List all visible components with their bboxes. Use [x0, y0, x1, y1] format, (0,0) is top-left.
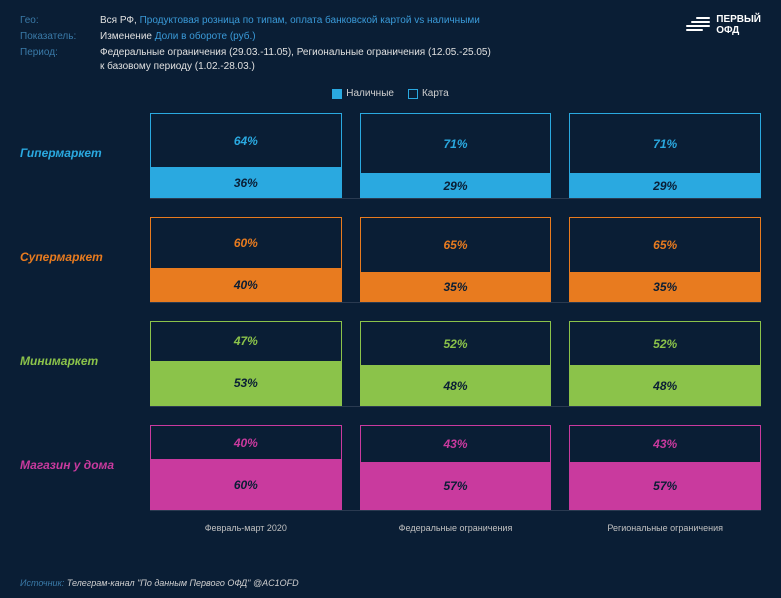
seg-card: 65%	[360, 217, 552, 272]
bar-col: 40%60%	[150, 419, 342, 510]
geo-label: Гео:	[20, 14, 100, 28]
seg-cash: 29%	[569, 173, 761, 198]
indicator-label: Показатель:	[20, 30, 100, 44]
row-label: Супермаркет	[20, 211, 150, 303]
logo: ПЕРВЫЙОФД	[686, 14, 761, 76]
seg-cash: 35%	[360, 272, 552, 302]
chart-area: Гипермаркет64%36%71%29%71%29%Супермаркет…	[0, 107, 781, 533]
swatch-filled	[332, 89, 342, 99]
row-bars: 64%36%71%29%71%29%	[150, 107, 761, 199]
seg-card: 71%	[360, 113, 552, 173]
bar-col: 71%29%	[569, 107, 761, 198]
bar-col: 43%57%	[569, 419, 761, 510]
row-bars: 40%60%43%57%43%57%	[150, 419, 761, 511]
x-axis-label: Региональные ограничения	[569, 523, 761, 533]
seg-cash: 35%	[569, 272, 761, 302]
legend-cash: Наличные	[332, 88, 394, 99]
row-label: Минимаркет	[20, 315, 150, 407]
seg-card: 47%	[150, 321, 342, 361]
row-label: Гипермаркет	[20, 107, 150, 199]
seg-cash: 29%	[360, 173, 552, 198]
row-bars: 47%53%52%48%52%48%	[150, 315, 761, 407]
period-value: Федеральные ограничения (29.03.-11.05), …	[100, 46, 491, 74]
header: Гео: Вся РФ, Продуктовая розница по типа…	[0, 0, 781, 84]
seg-card: 43%	[360, 425, 552, 462]
bar-col: 65%35%	[360, 211, 552, 302]
bar-col: 47%53%	[150, 315, 342, 406]
seg-cash: 40%	[150, 268, 342, 302]
seg-card: 52%	[569, 321, 761, 365]
seg-card: 43%	[569, 425, 761, 462]
x-axis: Февраль-март 2020 Федеральные ограничения…	[150, 523, 761, 533]
legend-card: Карта	[408, 88, 449, 99]
swatch-hollow	[408, 89, 418, 99]
logo-icon	[686, 14, 710, 34]
seg-card: 60%	[150, 217, 342, 268]
source-text: Телеграм-канал "По данным Первого ОФД" @…	[67, 578, 299, 588]
bar-col: 71%29%	[360, 107, 552, 198]
seg-cash: 60%	[150, 459, 342, 510]
seg-cash: 36%	[150, 167, 342, 198]
seg-card: 64%	[150, 113, 342, 167]
footer: Источник: Телеграм-канал "По данным Перв…	[20, 578, 299, 588]
seg-card: 71%	[569, 113, 761, 173]
bar-col: 43%57%	[360, 419, 552, 510]
row-label: Магазин у дома	[20, 419, 150, 511]
bar-col: 60%40%	[150, 211, 342, 302]
seg-cash: 53%	[150, 361, 342, 406]
seg-card: 40%	[150, 425, 342, 459]
logo-text: ПЕРВЫЙОФД	[716, 14, 761, 36]
seg-cash: 48%	[360, 365, 552, 406]
seg-cash: 57%	[569, 462, 761, 510]
bar-col: 52%48%	[569, 315, 761, 406]
row-bars: 60%40%65%35%65%35%	[150, 211, 761, 303]
x-axis-label: Федеральные ограничения	[360, 523, 552, 533]
legend: Наличные Карта	[0, 88, 781, 99]
geo-value: Вся РФ, Продуктовая розница по типам, оп…	[100, 14, 480, 28]
seg-cash: 57%	[360, 462, 552, 510]
chart-row: Минимаркет47%53%52%48%52%48%	[20, 315, 761, 407]
indicator-value: Изменение Доли в обороте (руб.)	[100, 30, 256, 44]
chart-row: Магазин у дома40%60%43%57%43%57%	[20, 419, 761, 511]
source-label: Источник:	[20, 578, 67, 588]
bar-col: 52%48%	[360, 315, 552, 406]
bar-col: 64%36%	[150, 107, 342, 198]
header-text: Гео: Вся РФ, Продуктовая розница по типа…	[20, 14, 686, 76]
chart-row: Супермаркет60%40%65%35%65%35%	[20, 211, 761, 303]
period-label: Период:	[20, 46, 100, 74]
seg-card: 52%	[360, 321, 552, 365]
x-axis-label: Февраль-март 2020	[150, 523, 342, 533]
chart-row: Гипермаркет64%36%71%29%71%29%	[20, 107, 761, 199]
bar-col: 65%35%	[569, 211, 761, 302]
seg-cash: 48%	[569, 365, 761, 406]
seg-card: 65%	[569, 217, 761, 272]
